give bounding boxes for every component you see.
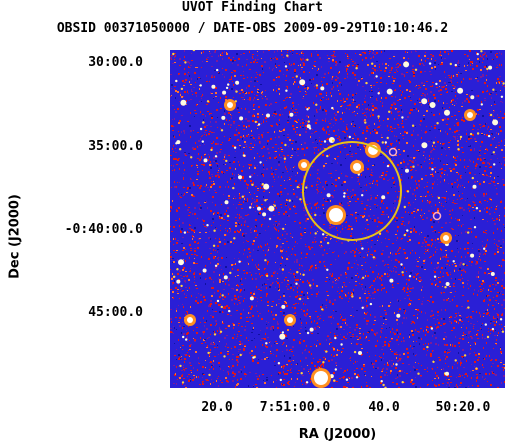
x-axis-label: RA (J2000) <box>298 427 377 442</box>
star-field <box>172 50 505 388</box>
pixel-noise <box>170 50 505 388</box>
source-marker <box>388 147 398 157</box>
error-circle <box>302 141 402 241</box>
ra-tick-label: 7:51:00.0 <box>259 400 331 415</box>
chart-subtitle: OBSID 00371050000 / DATE-OBS 2009-09-29T… <box>56 21 449 36</box>
chart-title: UVOT Finding Chart <box>182 0 323 15</box>
finding-chart-image <box>170 50 505 388</box>
dec-tick-label: -0:40:00.0 <box>64 222 143 237</box>
ra-tick-label: 40.0 <box>368 400 400 415</box>
y-axis-label: Dec (J2000) <box>7 194 23 279</box>
dec-tick-label: 45:00.0 <box>88 305 143 320</box>
ra-tick-label: 20.0 <box>201 400 233 415</box>
source-marker <box>432 211 442 221</box>
dec-tick-label: 30:00.0 <box>88 55 143 70</box>
ra-tick-label: 50:20.0 <box>435 400 491 415</box>
dec-tick-label: 35:00.0 <box>88 139 143 154</box>
